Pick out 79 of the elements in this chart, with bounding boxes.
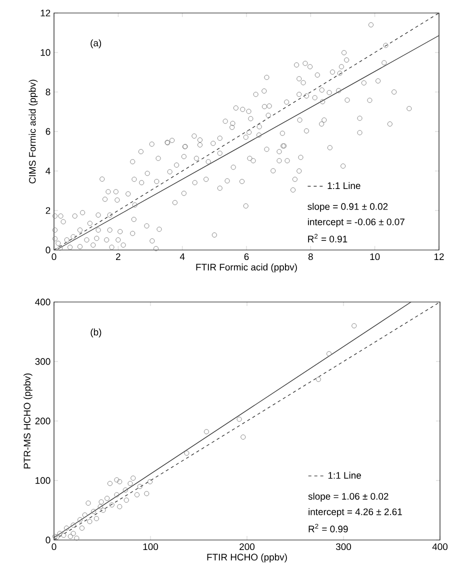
point [128, 480, 133, 486]
point [109, 502, 114, 508]
point [130, 476, 136, 481]
annotation: (a) [90, 39, 102, 48]
point [117, 504, 122, 510]
x-tick-label: 12 [434, 253, 444, 260]
x-tick-label: 100 [143, 543, 158, 550]
point [64, 526, 70, 531]
y-tick-label: 0 [46, 246, 50, 254]
y-tick-label: 2 [46, 207, 50, 214]
point [86, 500, 91, 506]
y-tick-label: 10 [40, 49, 50, 56]
point [98, 499, 104, 504]
y-tick-label: 300 [35, 358, 50, 365]
annotation: R$^{2}$ = 0.99 [308, 524, 348, 532]
legend-label: 1:1 Line [328, 472, 361, 479]
point [114, 492, 120, 498]
y-axis-title: PTR-MS HCHO (ppbv) [24, 373, 32, 468]
point [52, 534, 58, 539]
point [236, 416, 242, 422]
point [117, 479, 122, 484]
point [104, 496, 110, 501]
point [204, 429, 210, 434]
point [134, 492, 140, 498]
point [87, 519, 92, 524]
point [107, 480, 113, 486]
point [94, 516, 100, 522]
point [114, 477, 120, 482]
point [124, 498, 129, 503]
point [78, 517, 83, 522]
x-tick-label: 4 [180, 253, 185, 260]
point [61, 532, 66, 538]
x-tick-label: 300 [336, 543, 352, 550]
annotation: R$^{2}$ = 0.91 [308, 234, 348, 242]
point [352, 323, 357, 328]
point [82, 512, 88, 518]
y-tick-label: 100 [36, 477, 50, 484]
x-tick-label: 10 [370, 253, 380, 260]
point [54, 534, 60, 540]
point [100, 508, 106, 513]
y-tick-label: 8 [46, 88, 50, 96]
point [144, 491, 150, 496]
x-tick-label: 2 [116, 253, 120, 260]
point [57, 530, 62, 536]
point [98, 504, 103, 510]
x-tick-label: 400 [432, 543, 448, 550]
y-tick-label: 6 [46, 128, 50, 135]
point [147, 479, 153, 484]
point [326, 351, 332, 356]
annotation: intercept = 4.26 ± 2.61 [308, 508, 402, 518]
point [74, 536, 80, 541]
x-tick-label: 0 [52, 253, 56, 260]
x-tick-label: 8 [308, 253, 313, 260]
y-tick-label: 0 [46, 536, 50, 544]
x-tick-label: 200 [240, 543, 255, 550]
point [79, 526, 85, 531]
annotation: slope = 1.06 ± 0.02 [308, 492, 388, 502]
y-axis-title: CIMS Formic acid (ppbv) [28, 80, 38, 184]
point [68, 534, 73, 539]
annotation: (b) [90, 328, 102, 338]
point [240, 434, 246, 440]
legend-label: 1:1 Line [328, 182, 360, 190]
y-tick-label: 4 [46, 168, 50, 174]
annotation: slope = 0.91 ± 0.02 [308, 202, 388, 212]
point [70, 522, 76, 528]
x-tick-label: 0 [52, 543, 56, 550]
point [316, 376, 321, 382]
point [184, 450, 190, 456]
y-tick-label: 12 [40, 10, 50, 16]
x-axis-title: FTIR HCHO (ppbv) [207, 554, 287, 562]
y-tick-label: 400 [35, 298, 50, 306]
point [70, 530, 76, 536]
annotation: intercept = -0.06 ± 0.07 [308, 218, 404, 228]
x-axis-title: FTIR Formic acid (ppbv) [196, 264, 297, 272]
y-tick-label: 200 [35, 418, 50, 424]
x-tick-label: 6 [244, 253, 249, 260]
point [137, 484, 142, 489]
point [122, 487, 128, 493]
point [91, 508, 96, 514]
